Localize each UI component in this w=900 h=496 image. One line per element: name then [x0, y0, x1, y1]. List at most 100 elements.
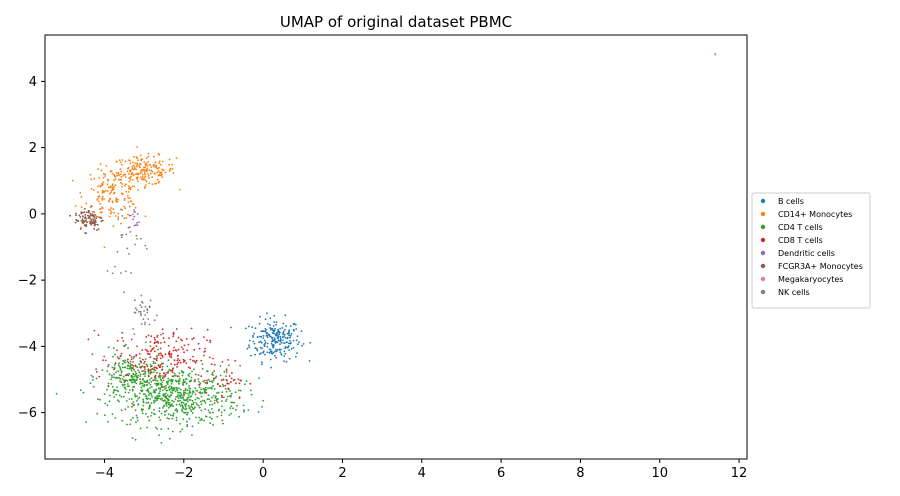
data-point-2 [126, 367, 129, 370]
data-point-1 [119, 168, 122, 171]
data-point-0 [247, 325, 250, 328]
data-point-1 [136, 162, 139, 165]
data-point-1 [115, 200, 118, 203]
data-point-2 [140, 386, 143, 389]
data-point-3 [173, 346, 176, 349]
data-point-3 [128, 354, 131, 357]
data-point-1 [136, 178, 139, 180]
data-point-7 [134, 299, 136, 302]
data-point-3 [208, 356, 211, 359]
data-point-1 [172, 172, 175, 175]
data-point-4 [132, 218, 134, 221]
data-point-3 [195, 359, 198, 362]
data-point-3 [161, 369, 163, 371]
data-point-1 [168, 163, 171, 166]
data-point-5 [92, 214, 95, 216]
data-point-2 [177, 397, 180, 400]
data-point-2 [149, 383, 152, 386]
data-point-1 [102, 176, 105, 179]
data-point-2 [194, 398, 197, 401]
data-point-2 [119, 368, 122, 371]
data-point-2 [118, 362, 120, 364]
data-point-7 [127, 226, 130, 229]
data-point-2 [117, 399, 119, 402]
data-point-1 [127, 173, 130, 175]
data-point-1 [104, 175, 107, 177]
data-point-1 [144, 187, 146, 189]
data-point-2 [170, 387, 173, 390]
data-point-0 [288, 334, 290, 337]
data-point-2 [124, 391, 127, 394]
data-point-0 [295, 328, 298, 330]
data-point-3 [155, 355, 158, 357]
data-point-5 [84, 207, 86, 210]
data-point-1 [113, 174, 116, 177]
data-point-2 [190, 403, 193, 406]
data-point-7 [148, 305, 151, 308]
data-point-2 [133, 375, 136, 378]
data-point-3 [174, 349, 177, 351]
data-point-0 [269, 358, 272, 361]
data-point-2 [166, 365, 169, 368]
data-point-3 [132, 361, 134, 363]
data-point-2 [139, 383, 141, 385]
data-point-2 [151, 396, 154, 398]
data-point-2 [198, 397, 200, 400]
data-point-2 [237, 389, 240, 392]
data-point-0 [271, 352, 274, 355]
data-point-2 [92, 385, 95, 388]
data-point-2 [181, 374, 184, 377]
data-point-2 [184, 411, 187, 414]
x-tick-label: 12 [731, 466, 748, 481]
data-point-1 [112, 225, 115, 228]
data-point-2 [244, 383, 246, 386]
data-point-2 [130, 398, 133, 400]
chart-title: UMAP of original dataset PBMC [280, 13, 512, 31]
data-point-7 [140, 237, 142, 240]
data-point-3 [155, 345, 158, 348]
data-point-2 [211, 396, 213, 399]
data-point-5 [89, 212, 92, 215]
data-point-1 [117, 212, 120, 215]
data-point-2 [191, 370, 193, 373]
data-point-2 [149, 372, 152, 375]
data-point-3 [234, 359, 237, 362]
data-point-2 [132, 401, 135, 403]
data-point-1 [145, 162, 148, 165]
data-point-5 [148, 382, 151, 384]
data-point-1 [107, 179, 109, 182]
data-point-0 [270, 366, 272, 369]
legend-label: Dendritic cells [778, 249, 835, 258]
data-point-1 [145, 184, 147, 187]
data-point-2 [153, 379, 156, 381]
data-point-5 [81, 218, 84, 220]
data-point-2 [144, 358, 147, 360]
data-point-5 [117, 364, 120, 366]
data-point-3 [116, 356, 119, 358]
data-point-2 [167, 401, 169, 404]
data-point-2 [168, 389, 171, 391]
data-point-2 [204, 381, 207, 384]
data-point-3 [205, 392, 208, 394]
data-point-2 [207, 394, 210, 397]
data-point-3 [135, 354, 138, 357]
data-point-3 [171, 371, 174, 373]
data-point-3 [159, 364, 162, 366]
data-point-2 [159, 390, 162, 392]
data-point-0 [287, 342, 290, 345]
data-point-1 [99, 163, 102, 166]
data-point-2 [157, 383, 160, 386]
data-point-3 [153, 337, 156, 339]
data-point-1 [132, 213, 134, 216]
data-point-1 [139, 172, 142, 175]
data-point-2 [185, 398, 188, 401]
data-point-2 [181, 407, 184, 409]
data-point-2 [165, 402, 168, 405]
data-point-2 [104, 402, 107, 405]
data-point-0 [268, 352, 271, 354]
data-point-0 [275, 356, 277, 359]
data-point-3 [182, 361, 185, 363]
data-point-3 [203, 354, 205, 357]
legend-label: B cells [778, 197, 804, 206]
data-point-3 [203, 379, 206, 382]
